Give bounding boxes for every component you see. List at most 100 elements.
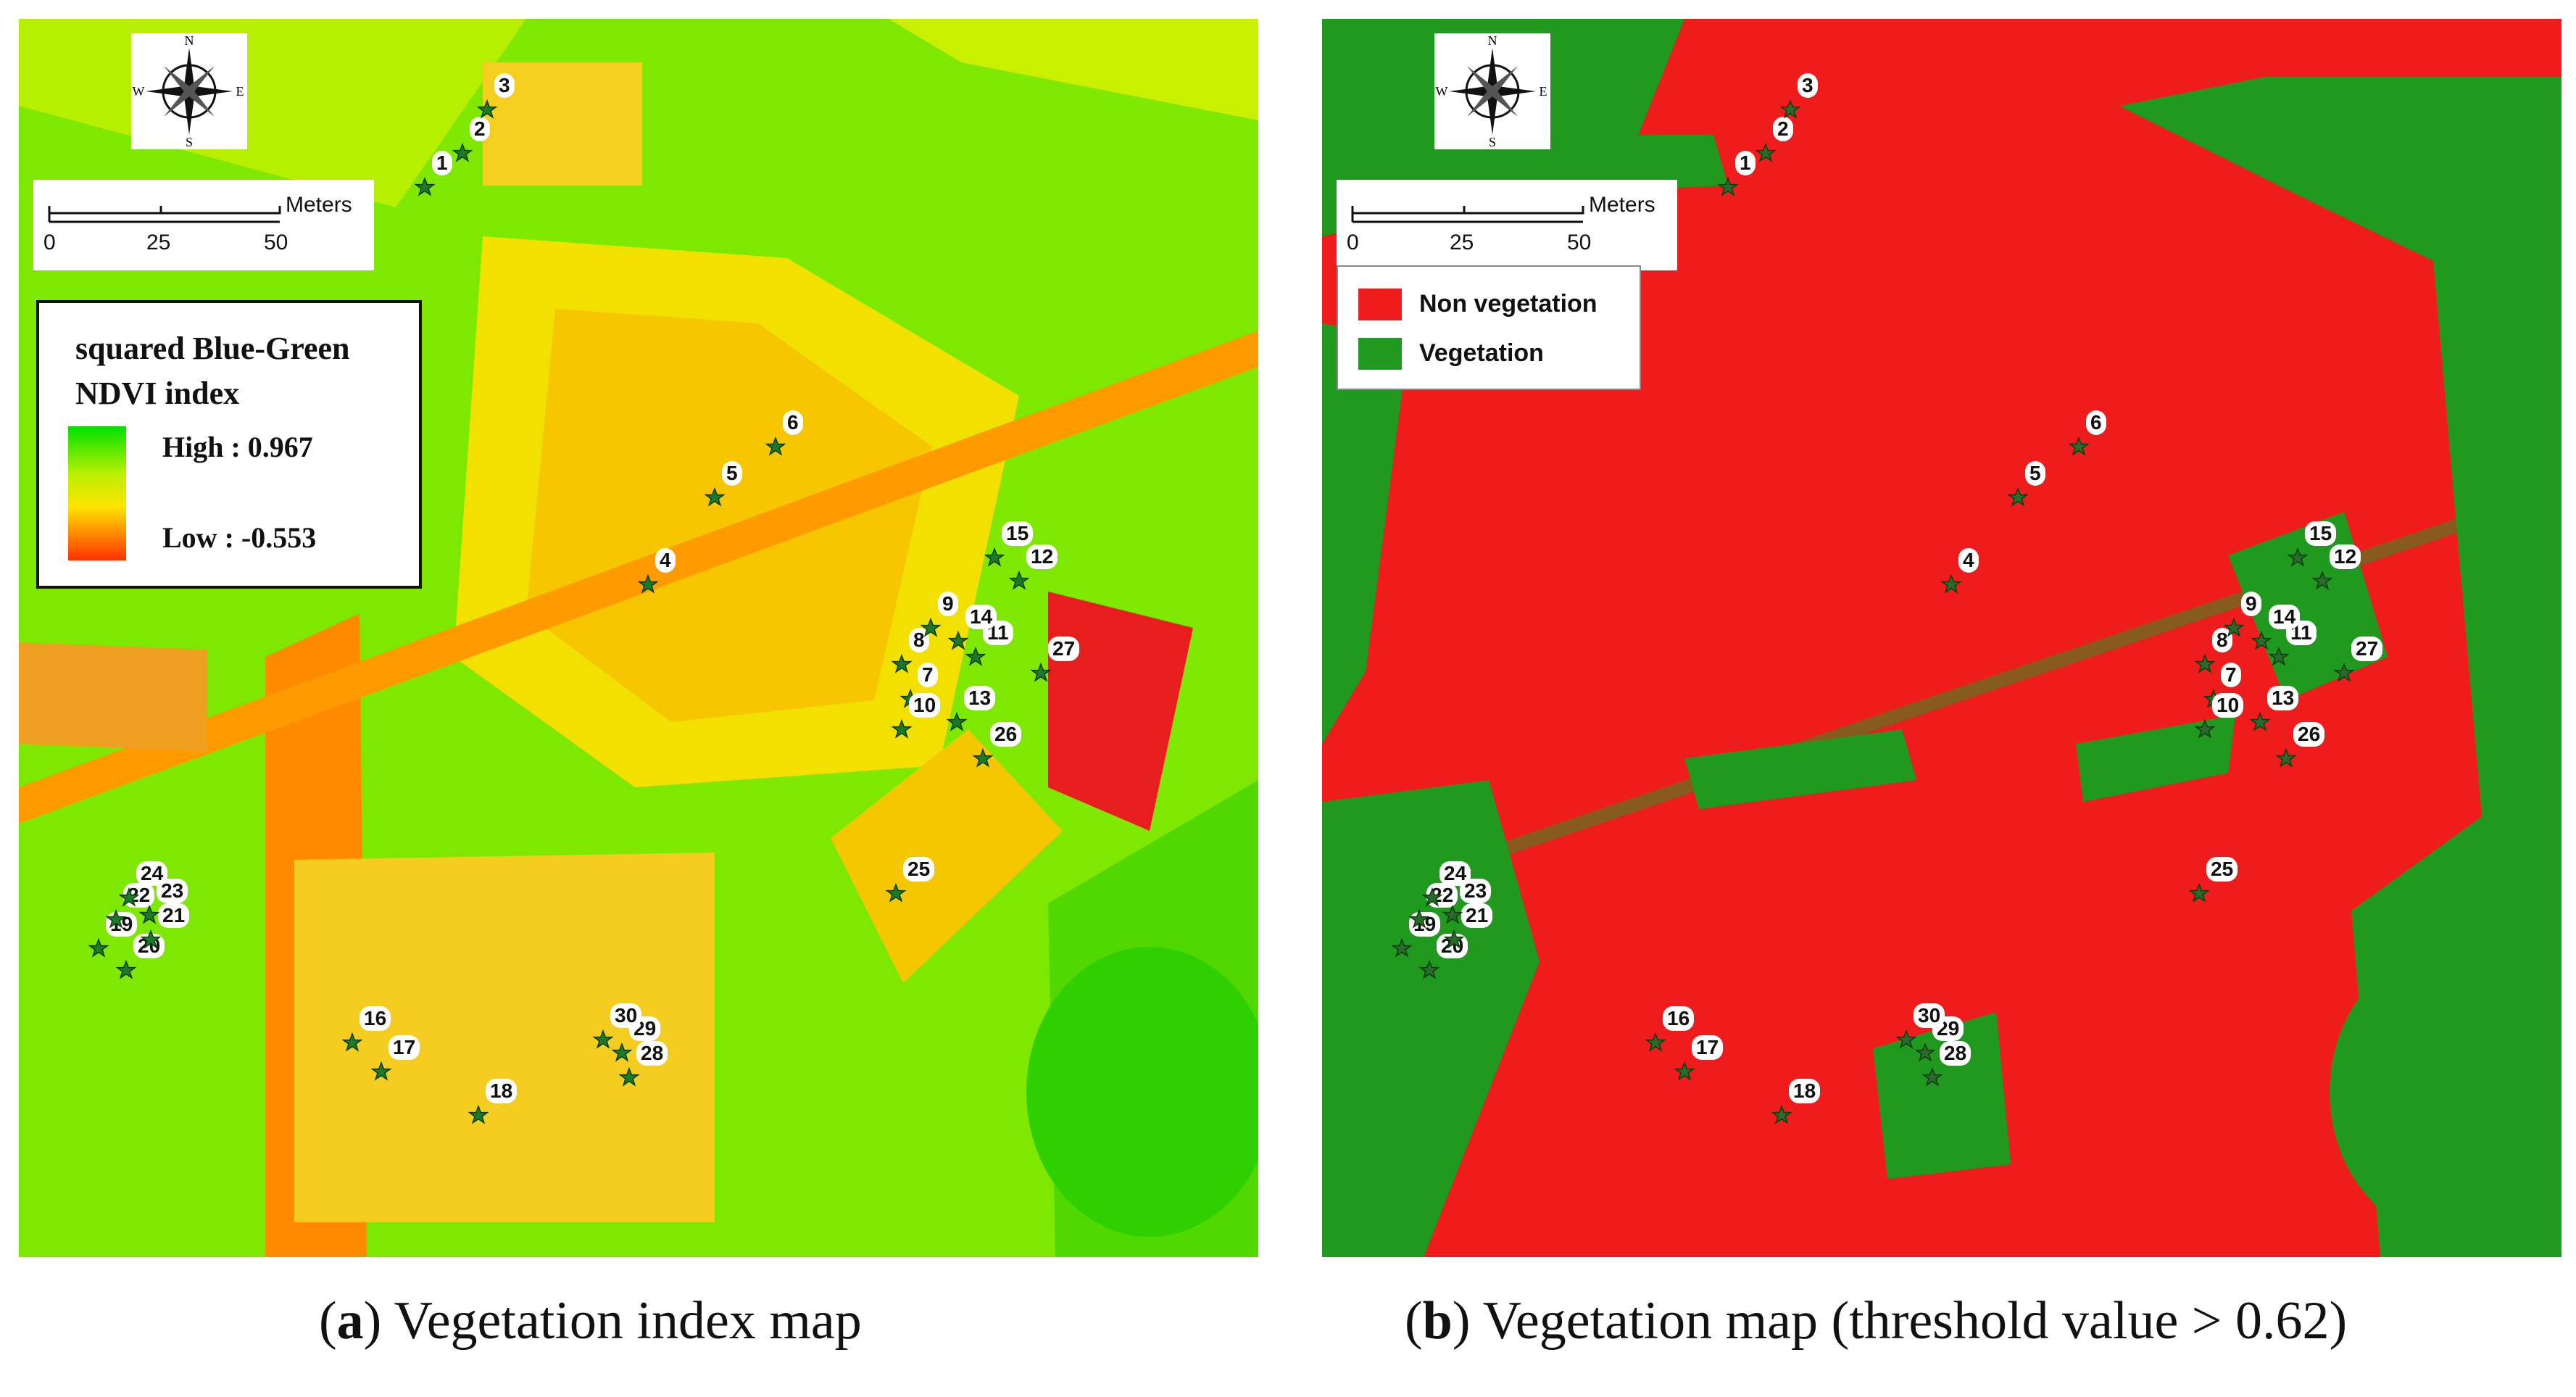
legend-title-line2: NDVI index [75,376,240,411]
star-icon [891,653,913,674]
star-icon [2333,662,2355,683]
sample-point-label: 3 [494,73,515,98]
star-icon [1391,937,1413,958]
sample-point-label: 2 [470,117,490,141]
sample-point-label: 17 [1692,1035,1724,1060]
sample-point-label: 1 [432,151,452,175]
scale-tick-25: 25 [146,231,171,254]
legend-title: squared Blue-Green NDVI index [75,326,350,416]
sample-point-label: 10 [2212,693,2244,718]
star-icon [468,1104,489,1125]
sample-point-label: 27 [2351,637,2383,661]
sample-point-label: 4 [655,548,676,573]
sample-point-label: 21 [158,903,190,928]
sample-point-label: 13 [2267,686,2299,710]
legend-swatch-vegetation [1358,338,1402,370]
star-icon [2275,747,2297,768]
sample-point-label: 25 [903,857,935,882]
star-icon [611,1042,633,1063]
sample-points-a: 1234567891011121314151617181920212223242… [19,19,1258,1257]
sample-point-label: 9 [2241,592,2261,616]
sample-point-label: 18 [486,1079,518,1103]
caption-b-text: Vegetation map (threshold value > 0.62) [1470,1291,2348,1351]
star-icon [115,959,137,980]
sample-point-label: 8 [2212,628,2232,652]
legend-title-line1: squared Blue-Green [75,331,350,366]
sample-point-label: 7 [2221,663,2241,687]
compass-s: S [186,135,193,149]
star-icon [972,747,994,768]
scale-tick-0-b: 0 [1347,231,1359,254]
star-icon [1030,662,1052,683]
caption-a: (a) Vegetation index map [319,1291,862,1351]
star-icon [2249,711,2271,732]
star-icon [1717,176,1739,197]
star-icon [1914,1042,1936,1063]
star-icon [1674,1061,1695,1082]
star-icon [2268,646,2290,667]
scale-bar: 0 25 50 Meters [33,180,374,270]
compass-s-b: S [1489,135,1496,149]
scale-tick-50: 50 [264,231,288,254]
star-icon [140,929,162,950]
star-icon [1921,1066,1943,1087]
star-icon [2311,570,2333,591]
star-icon [946,711,968,732]
caption-a-letter: a [336,1291,364,1351]
star-icon [1442,904,1463,925]
star-icon [476,99,498,120]
star-icon [947,630,969,651]
star-icon [105,908,127,929]
sample-point-label: 1 [1735,151,1756,175]
star-icon [2287,547,2309,568]
legend-high-label: High : 0.967 [162,431,313,463]
vegetation-legend: Non vegetation Vegetation [1337,265,1641,390]
vegetation-map: N S E W 0 25 50 Meters Non vegetation Ve… [1322,19,2562,1257]
star-icon [637,573,659,594]
scale-tick-0: 0 [43,231,56,254]
star-icon [885,882,907,903]
star-icon [984,547,1005,568]
star-icon [118,887,140,908]
star-icon [2188,882,2210,903]
legend-label-vegetation: Vegetation [1419,339,1544,367]
sample-point-label: 26 [2293,722,2325,747]
star-icon [592,1029,614,1050]
sample-point-label: 6 [783,410,803,435]
sample-point-label: 13 [964,686,996,710]
star-icon [1443,929,1465,950]
index-legend: squared Blue-Green NDVI index High : 0.9… [36,300,422,589]
scale-unit-b: Meters [1589,193,1655,217]
sample-point-label: 21 [1461,903,1493,928]
compass-e: E [236,84,244,99]
legend-label-non-vegetation: Non vegetation [1419,290,1597,318]
sample-point-label: 2 [1773,117,1793,141]
north-arrow-compass: N S E W [131,33,247,149]
sample-point-label: 15 [1002,521,1034,546]
sample-point-label: 28 [1940,1041,1972,1066]
sample-point-label: 16 [360,1006,391,1031]
sample-point-label: 7 [918,663,938,687]
star-icon [2068,436,2090,457]
sample-point-label: 23 [1460,879,1492,903]
sample-point-label: 27 [1048,637,1080,661]
star-icon [1755,142,1777,163]
sample-point-label: 16 [1663,1006,1695,1031]
star-icon [704,486,726,507]
compass-n-b: N [1488,33,1497,48]
compass-w: W [133,84,145,99]
star-icon [765,436,786,457]
sample-point-label: 28 [636,1041,668,1066]
compass-n: N [185,33,194,48]
sample-point-label: 30 [610,1003,642,1028]
scale-bar-b: 0 25 50 Meters [1337,180,1677,270]
star-icon [1779,99,1801,120]
sample-point-label: 14 [965,605,997,629]
vegetation-index-map: N S E W 0 25 50 Meters squared Blue-Gree… [19,19,1258,1257]
star-icon [88,937,109,958]
north-arrow-compass-b: N S E W [1434,33,1550,149]
star-icon [341,1032,363,1053]
sample-point-label: 4 [1958,548,1979,573]
sample-point-label: 5 [2025,461,2045,486]
sample-point-label: 24 [136,861,168,886]
